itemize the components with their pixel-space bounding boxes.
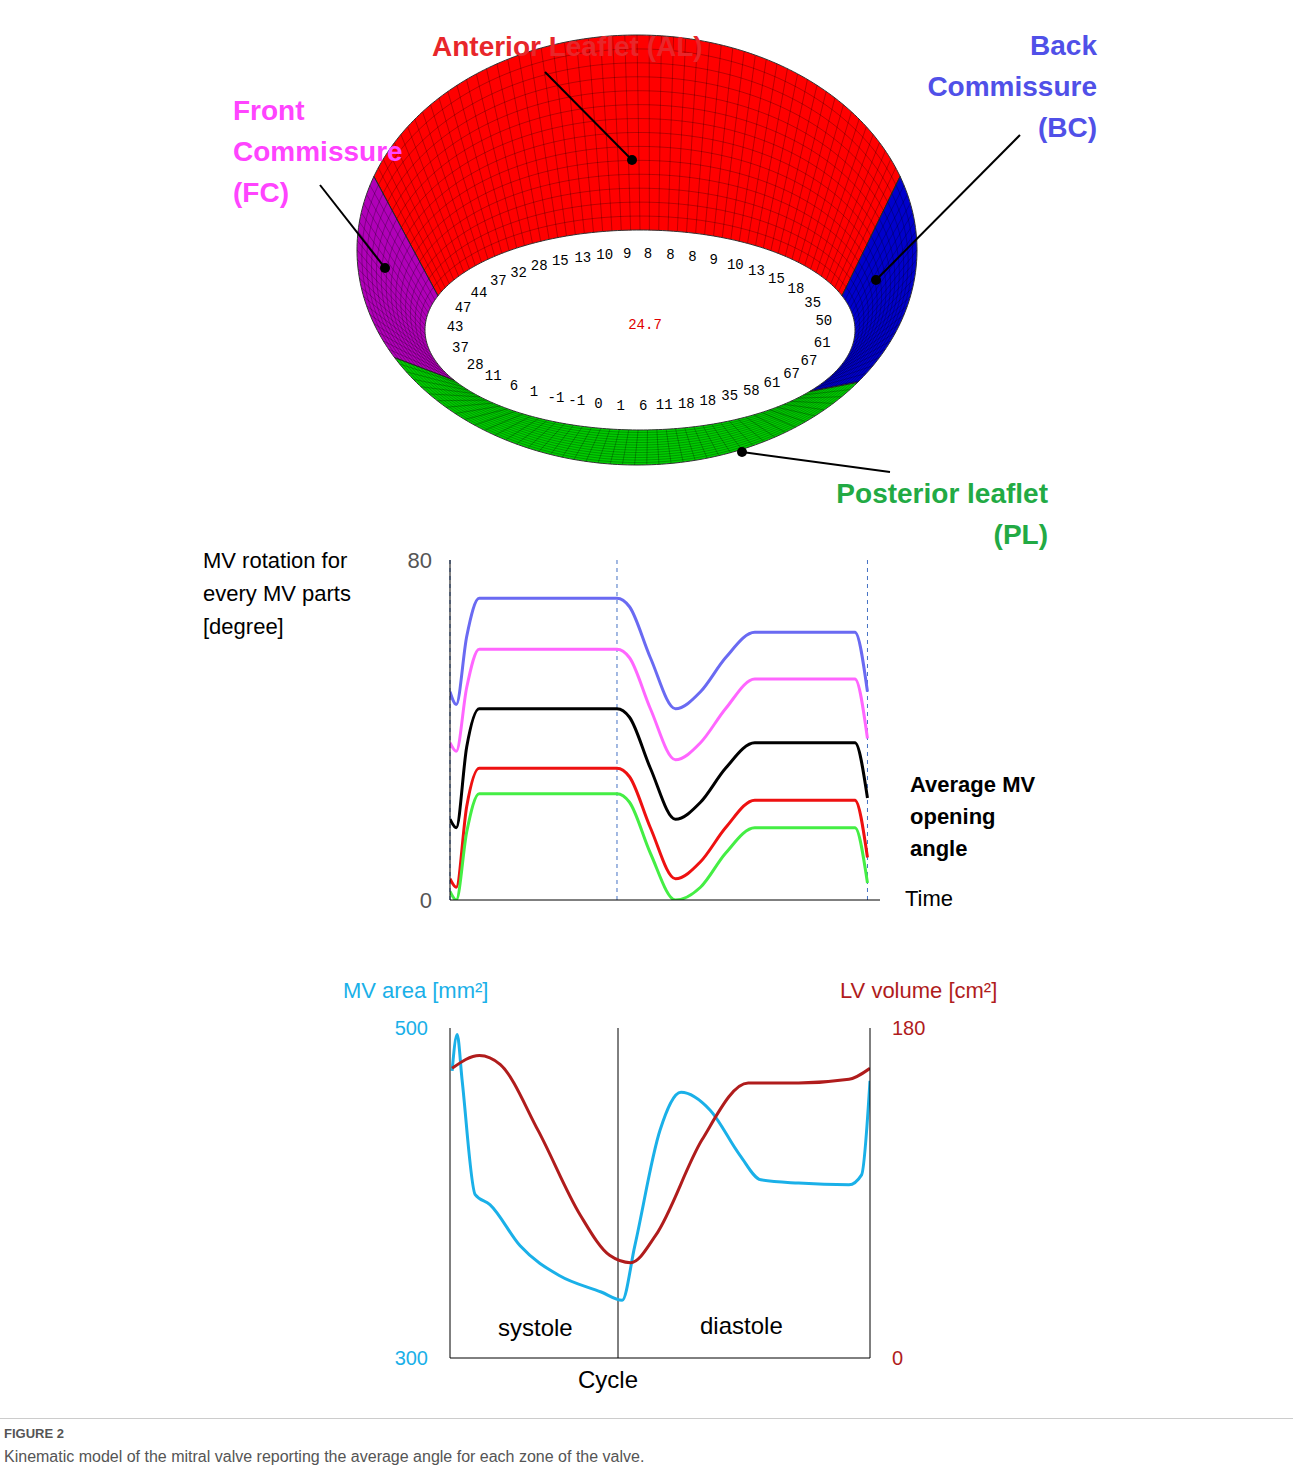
svg-text:28: 28 bbox=[467, 357, 484, 373]
svg-text:8: 8 bbox=[688, 249, 696, 265]
html-text:MV rotation for: MV rotation for bbox=[203, 548, 348, 573]
svg-text:32: 32 bbox=[510, 265, 527, 281]
svg-text:Anterior Leaflet (AL): Anterior Leaflet (AL) bbox=[432, 31, 703, 62]
html-text:[degree]: [degree] bbox=[203, 614, 284, 639]
svg-text:9: 9 bbox=[623, 246, 631, 262]
svg-text:24.7: 24.7 bbox=[628, 317, 662, 333]
svg-text:0: 0 bbox=[420, 888, 432, 913]
svg-text:18: 18 bbox=[678, 396, 695, 412]
svg-text:Commissure: Commissure bbox=[927, 71, 1097, 102]
svg-text:1: 1 bbox=[616, 398, 624, 414]
svg-text:Posterior leaflet: Posterior leaflet bbox=[836, 478, 1048, 509]
svg-text:8: 8 bbox=[644, 246, 652, 262]
svg-text:Front: Front bbox=[233, 95, 305, 126]
svg-text:11: 11 bbox=[656, 397, 673, 413]
svg-text:58: 58 bbox=[743, 383, 760, 399]
svg-text:15: 15 bbox=[552, 253, 569, 269]
svg-text:67: 67 bbox=[783, 366, 800, 382]
html-text:opening: opening bbox=[910, 804, 996, 829]
svg-text:13: 13 bbox=[574, 250, 591, 266]
svg-text:0: 0 bbox=[892, 1347, 903, 1369]
html-text:systole: systole bbox=[498, 1314, 573, 1341]
svg-text:(BC): (BC) bbox=[1038, 112, 1097, 143]
svg-text:61: 61 bbox=[764, 375, 781, 391]
svg-text:1: 1 bbox=[530, 384, 538, 400]
html-text:diastole: diastole bbox=[700, 1312, 783, 1339]
svg-text:35: 35 bbox=[721, 388, 738, 404]
svg-text:0: 0 bbox=[594, 396, 602, 412]
svg-text:50: 50 bbox=[815, 313, 832, 329]
html-text:every MV parts: every MV parts bbox=[203, 581, 351, 606]
svg-text:6: 6 bbox=[639, 398, 647, 414]
svg-text:43: 43 bbox=[447, 319, 464, 335]
html-text:Kinematic model of the mitral: Kinematic model of the mitral valve repo… bbox=[4, 1448, 645, 1465]
svg-text:Back: Back bbox=[1030, 30, 1097, 61]
svg-text:-1: -1 bbox=[548, 390, 565, 406]
svg-text:13: 13 bbox=[748, 263, 765, 279]
svg-text:9: 9 bbox=[710, 252, 718, 268]
svg-text:11: 11 bbox=[485, 368, 502, 384]
html-text:angle: angle bbox=[910, 836, 968, 861]
svg-text:47: 47 bbox=[455, 300, 472, 316]
svg-text:8: 8 bbox=[666, 247, 674, 263]
html-text:Average MV: Average MV bbox=[910, 772, 1036, 797]
svg-text:44: 44 bbox=[471, 285, 488, 301]
html-text:MV area [mm²]: MV area [mm²] bbox=[343, 978, 489, 1003]
svg-text:6: 6 bbox=[510, 378, 518, 394]
svg-text:80: 80 bbox=[408, 548, 432, 573]
svg-text:35: 35 bbox=[804, 295, 821, 311]
html-text:LV volume [cm²]: LV volume [cm²] bbox=[840, 978, 998, 1003]
html-text:FIGURE 2: FIGURE 2 bbox=[4, 1426, 64, 1441]
svg-text:500: 500 bbox=[395, 1017, 428, 1039]
svg-text:180: 180 bbox=[892, 1017, 925, 1039]
svg-text:(FC): (FC) bbox=[233, 177, 289, 208]
svg-text:18: 18 bbox=[788, 281, 805, 297]
html-text:Time: Time bbox=[905, 886, 954, 911]
svg-text:67: 67 bbox=[801, 353, 818, 369]
svg-text:15: 15 bbox=[768, 271, 785, 287]
svg-text:-1: -1 bbox=[568, 393, 585, 409]
svg-text:28: 28 bbox=[531, 258, 548, 274]
svg-text:61: 61 bbox=[814, 335, 831, 351]
svg-text:10: 10 bbox=[596, 247, 613, 263]
svg-text:10: 10 bbox=[727, 257, 744, 273]
html-text:Cycle: Cycle bbox=[578, 1366, 638, 1393]
svg-text:Commissure: Commissure bbox=[233, 136, 403, 167]
svg-text:(PL): (PL) bbox=[994, 519, 1048, 550]
svg-text:18: 18 bbox=[699, 393, 716, 409]
svg-text:300: 300 bbox=[395, 1347, 428, 1369]
svg-text:37: 37 bbox=[452, 340, 469, 356]
svg-text:37: 37 bbox=[490, 273, 507, 289]
